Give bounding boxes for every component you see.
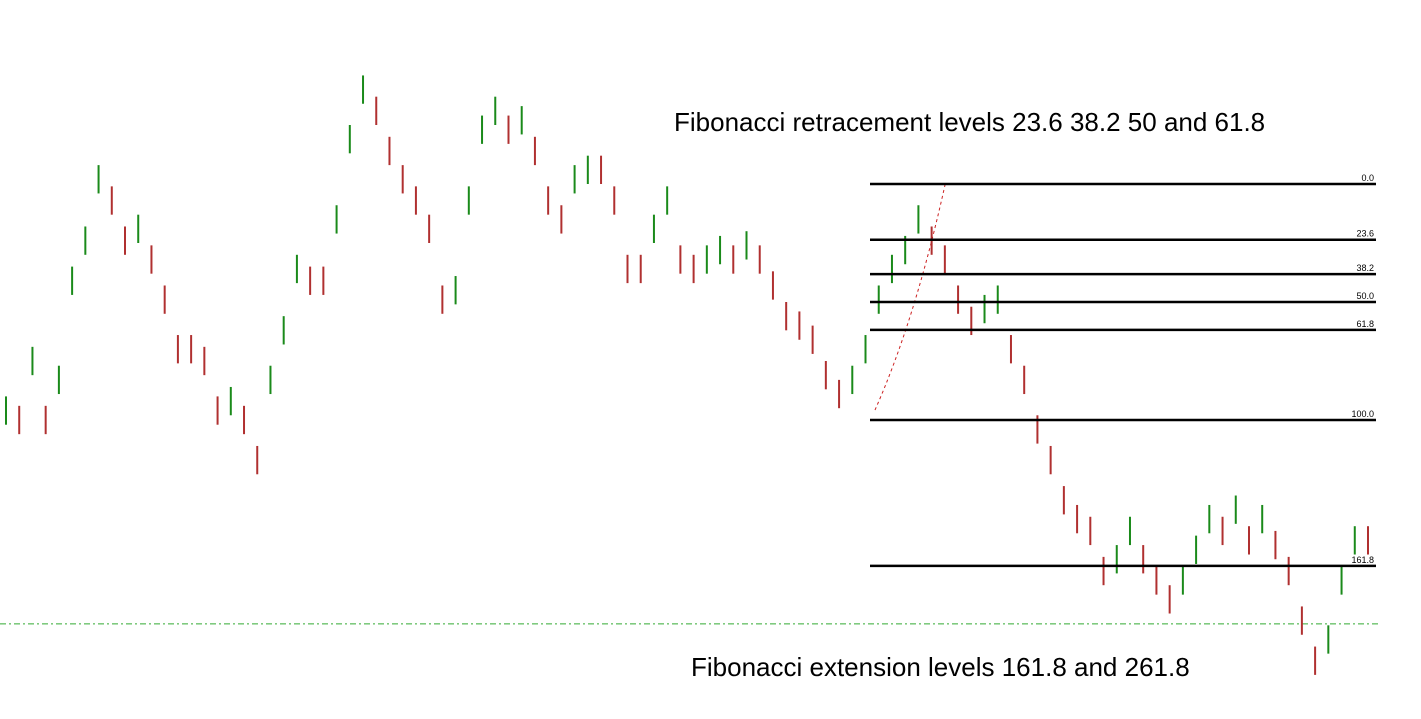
fib-label: 23.6 (1356, 229, 1374, 239)
fib-label: 38.2 (1356, 263, 1374, 273)
fib-label: 100.0 (1351, 409, 1374, 419)
fib-label: 61.8 (1356, 319, 1374, 329)
annotation: Fibonacci retracement levels 23.6 38.2 5… (674, 107, 1265, 137)
fib-label: 0.0 (1361, 173, 1374, 183)
fib-label: 161.8 (1351, 555, 1374, 565)
fib-trendline (874, 184, 946, 411)
annotation: Fibonacci extension levels 161.8 and 261… (691, 652, 1190, 682)
fib-label: 50.0 (1356, 291, 1374, 301)
